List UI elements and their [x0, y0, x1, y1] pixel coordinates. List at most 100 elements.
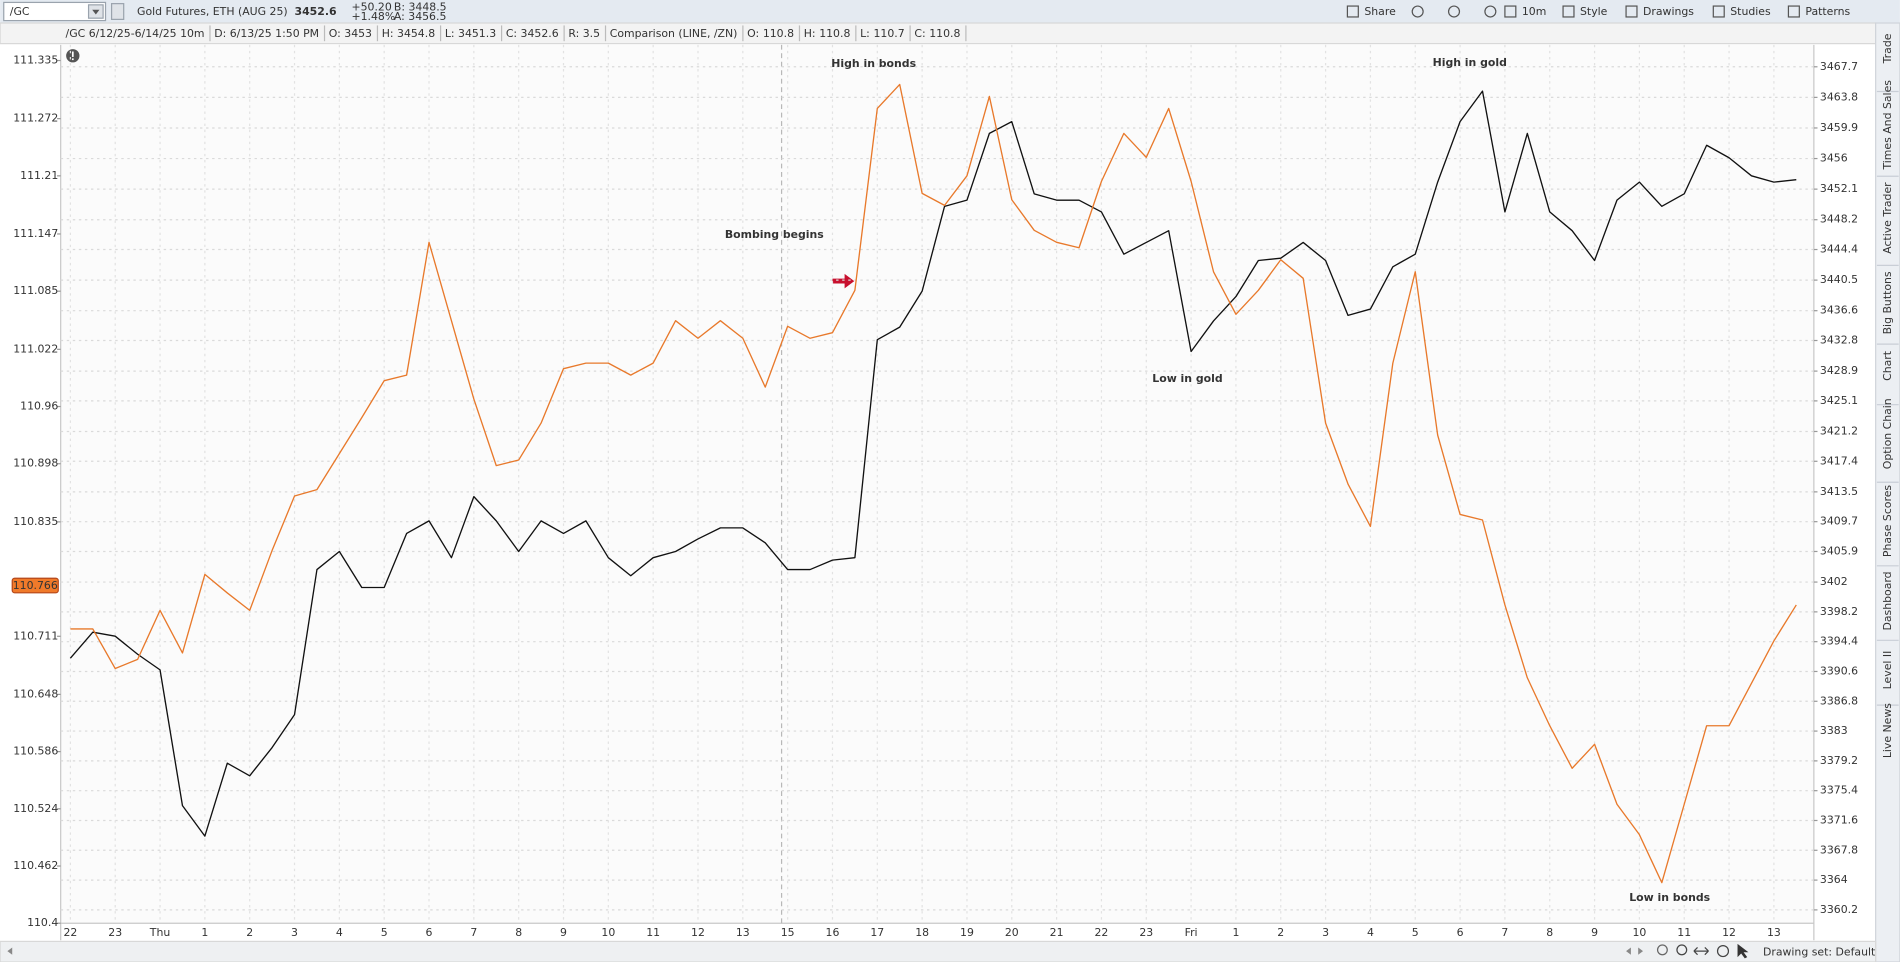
side-panel [1875, 22, 1900, 962]
x-tick-label: 9 [560, 926, 567, 939]
x-tick-label: 10 [1632, 926, 1646, 939]
y2-tick-label: 3402 [1820, 575, 1848, 588]
info-field: H: 3454.8 [382, 27, 435, 40]
y2-tick-label: 3379.2 [1820, 754, 1858, 767]
side-tab[interactable]: Big Buttons [1881, 271, 1894, 334]
side-tab[interactable]: Dashboard [1881, 571, 1894, 630]
x-tick-label: 3 [291, 926, 298, 939]
x-tick-label: 6 [426, 926, 433, 939]
y2-tick-label: 3421.2 [1820, 424, 1858, 437]
side-tab[interactable]: Trade [1881, 33, 1894, 64]
x-tick-label: 1 [201, 926, 208, 939]
comparison-label: Comparison (LINE, /ZN) [610, 27, 738, 40]
y2-tick-label: 3371.6 [1820, 813, 1858, 826]
y2-tick-label: 3405.9 [1820, 544, 1858, 557]
toolbar-button[interactable]: Studies [1730, 5, 1771, 18]
price-line [70, 83, 1797, 884]
alert-icon-mark [71, 51, 74, 57]
info-field: C: 3452.6 [506, 27, 559, 40]
x-tick-label: 23 [1139, 926, 1153, 939]
price-line [69, 90, 1797, 837]
y2-tick-label: 3409.7 [1820, 515, 1858, 528]
x-tick-label: 15 [781, 926, 795, 939]
toolbar-icon[interactable] [1447, 5, 1461, 18]
info-field: D: 6/13/25 1:50 PM [214, 27, 319, 40]
y2-tick-label: 3467.7 [1820, 60, 1858, 73]
toolbar-button-icon[interactable] [1504, 5, 1517, 18]
toolbar-button-icon[interactable] [1562, 5, 1575, 18]
side-tab[interactable]: Live News [1881, 703, 1894, 758]
toolbar-button[interactable]: Patterns [1805, 5, 1850, 18]
y2-tick-label: 3390.6 [1820, 664, 1858, 677]
cursor-tool[interactable] [1737, 943, 1749, 959]
x-tick-label: 17 [870, 926, 884, 939]
y2-tick-label: 3364 [1820, 873, 1848, 886]
symbol-input[interactable] [3, 1, 107, 22]
y2-tick-label: 3432.8 [1820, 334, 1858, 347]
y-tick-label: 110.524 [13, 802, 58, 815]
side-tab[interactable]: Option Chain [1881, 398, 1894, 469]
info-field-label: O: [747, 27, 759, 40]
zoom-in[interactable] [1676, 944, 1688, 956]
x-tick-label: 9 [1591, 926, 1598, 939]
side-tab[interactable]: Chart [1881, 350, 1894, 381]
x-tick-label: 21 [1050, 926, 1064, 939]
y2-tick-label: 3452.1 [1820, 182, 1858, 195]
y-tick-label: 110.96 [20, 400, 58, 413]
toolbar [0, 0, 1900, 24]
x-tick-label: 3 [1322, 926, 1329, 939]
info-field-label: L: [860, 27, 870, 40]
toolbar-button[interactable]: Drawings [1643, 5, 1694, 18]
x-tick-label: 23 [108, 926, 122, 939]
expand[interactable] [1693, 947, 1709, 956]
toolbar-button-icon[interactable] [1712, 5, 1725, 18]
x-tick-label: 5 [381, 926, 388, 939]
scroll-left[interactable] [7, 947, 13, 955]
side-tab[interactable]: Active Trader [1881, 182, 1894, 254]
scroll-controls [7, 943, 1749, 959]
zoom-out[interactable] [1656, 944, 1668, 956]
annotation: Low in gold [1152, 372, 1222, 385]
y2-tick-label: 3440.5 [1820, 273, 1858, 286]
symbol-text: /GC [10, 5, 30, 18]
scroll-right-end[interactable] [1638, 947, 1644, 955]
y-tick-label: 110.462 [13, 859, 58, 872]
x-tick-label: 4 [336, 926, 343, 939]
net-change: +50.20 [351, 0, 391, 13]
y-tick-label: 110.898 [13, 457, 58, 470]
side-tab[interactable]: Times And Sales [1881, 80, 1894, 171]
toolbar-button[interactable]: Share [1364, 5, 1396, 18]
x-tick-label: 5 [1412, 926, 1419, 939]
y2-tick-label: 3386.8 [1820, 694, 1858, 707]
x-tick-label: 6 [1457, 926, 1464, 939]
toolbar-icon[interactable] [1484, 5, 1497, 18]
x-tick-label: Fri [1185, 926, 1198, 939]
x-tick-label: 2 [246, 926, 253, 939]
net-change-pct: +1.48% [351, 10, 395, 23]
y2-tick-label: 3456 [1820, 152, 1848, 165]
toolbar-button[interactable]: 10m [1522, 5, 1546, 18]
scroll-bar[interactable] [0, 940, 1877, 962]
toolbar-icon[interactable] [1411, 5, 1424, 18]
y-tick-label: 110.4 [27, 916, 58, 929]
info-field-label: H: [804, 27, 816, 40]
crosshair[interactable] [1716, 945, 1730, 958]
toolbar-button-icon[interactable] [1625, 5, 1638, 18]
toolbar-button[interactable]: Style [1580, 5, 1608, 18]
link-button[interactable] [110, 3, 125, 20]
side-tab[interactable]: Phase Scores [1881, 485, 1894, 557]
x-tick-label: 13 [736, 926, 750, 939]
toolbar-button-icon[interactable] [1787, 5, 1800, 18]
x-tick-label: 11 [646, 926, 660, 939]
toolbar-button-icon[interactable] [1346, 5, 1359, 18]
y-tick-label: 111.085 [13, 284, 58, 297]
scroll-left-end[interactable] [1626, 947, 1631, 955]
y2-tick-label: 3436.6 [1820, 304, 1858, 317]
y-tick-label: 110.648 [13, 687, 58, 700]
side-tab[interactable]: Level II [1881, 651, 1894, 690]
x-tick-label: 8 [1546, 926, 1553, 939]
last-price: 3452.6 [295, 5, 337, 18]
info-field-value: 110.8 [929, 27, 960, 40]
annotation: Low in bonds [1629, 891, 1710, 904]
